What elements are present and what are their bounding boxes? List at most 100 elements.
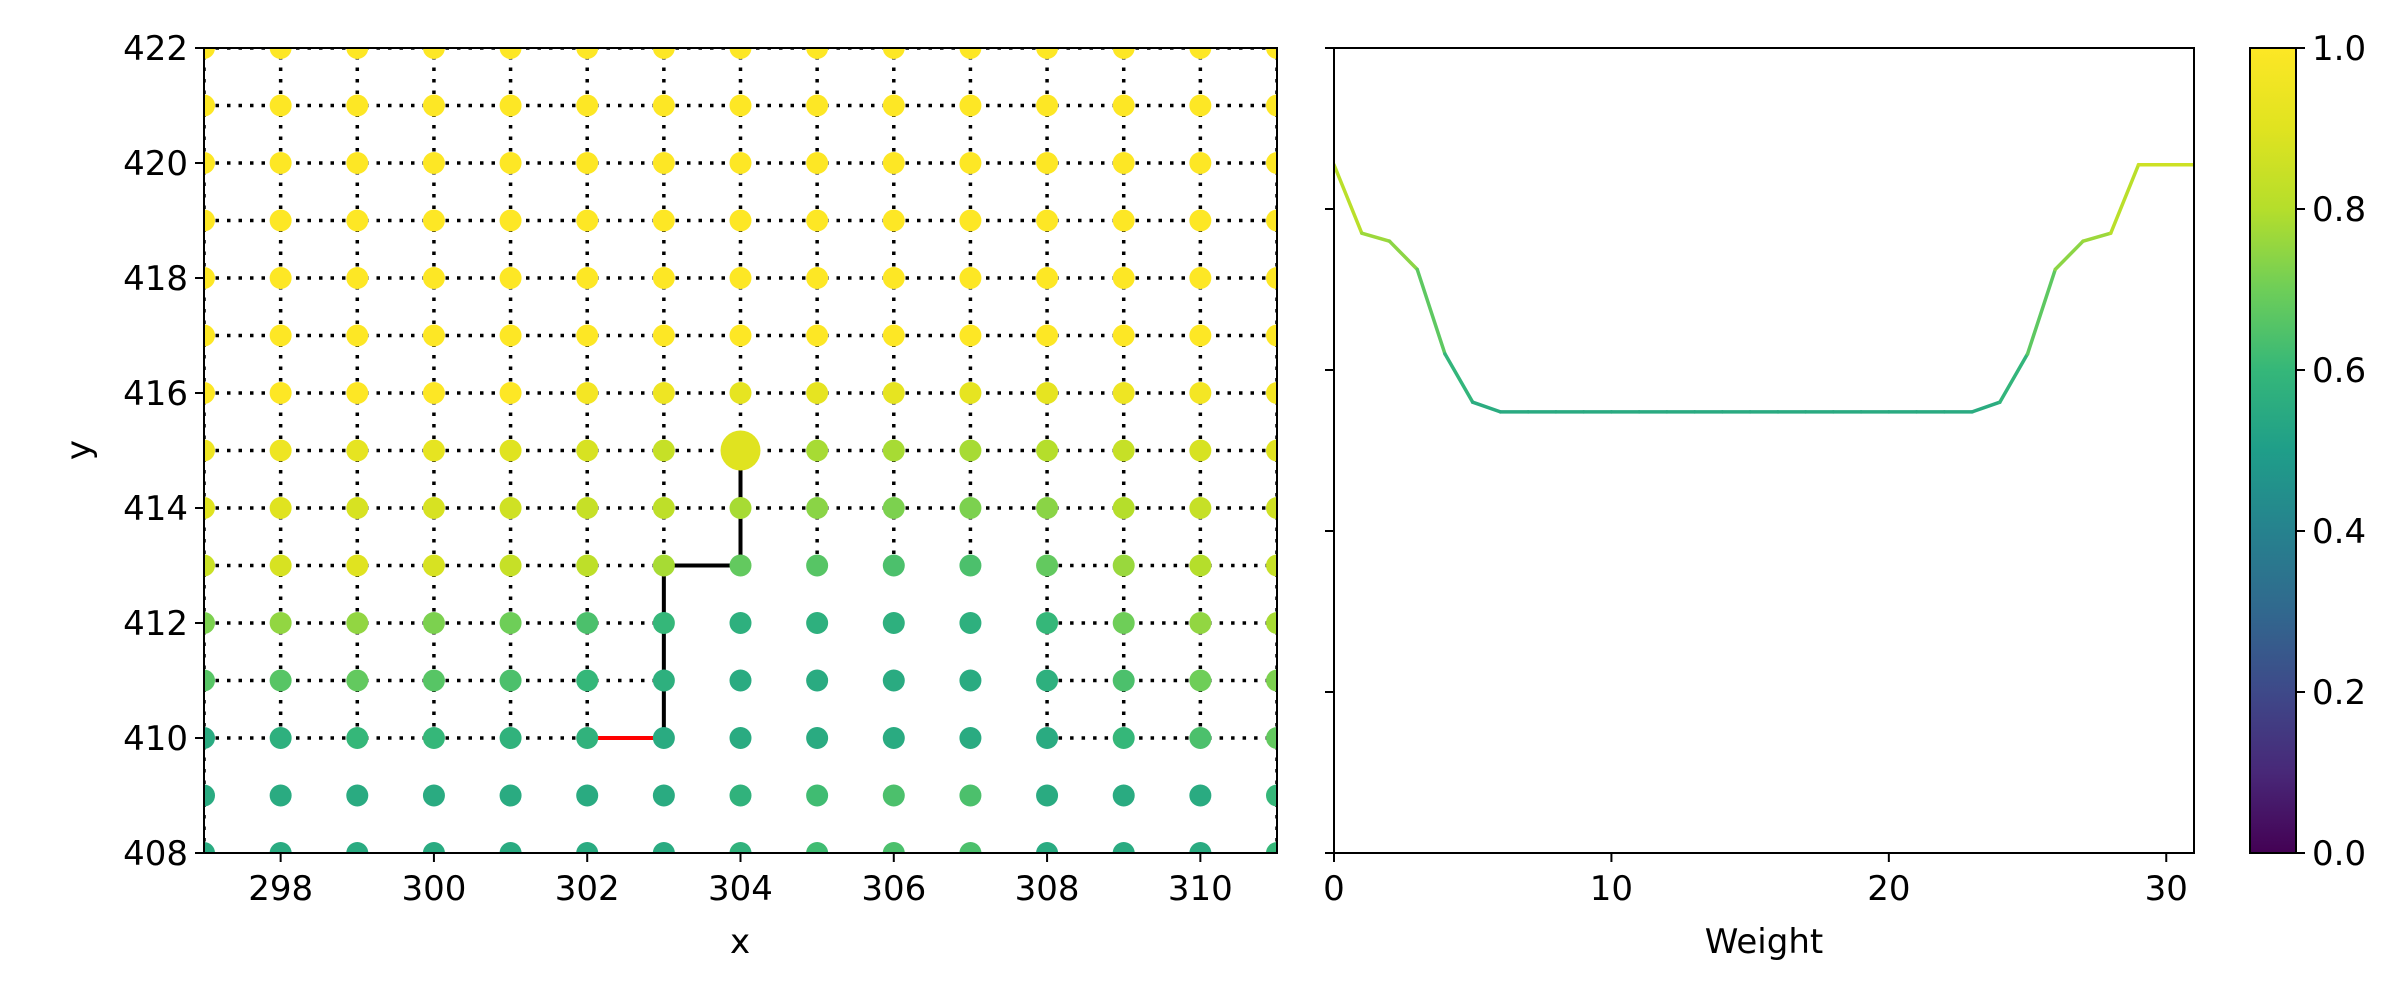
grid-point (806, 94, 829, 117)
grid-point (1112, 497, 1135, 519)
grid-point (1266, 152, 1277, 174)
grid-point (1036, 842, 1059, 853)
grid-point (269, 669, 292, 692)
grid-point (204, 669, 215, 692)
grid-point (422, 612, 445, 634)
grid-point (1112, 209, 1135, 232)
grid-point (204, 324, 215, 347)
grid-point (882, 48, 905, 59)
grid-point (204, 439, 215, 462)
weight-line-segment (1470, 400, 1503, 414)
grid-point (1189, 209, 1212, 232)
grid-point (959, 784, 982, 807)
grid-point (204, 784, 215, 807)
grid-point (652, 842, 675, 853)
grid-point (959, 554, 982, 577)
weight-line-segment (1334, 162, 1364, 235)
grid-point (1189, 612, 1212, 634)
colorbar-gradient (2249, 47, 2297, 854)
grid-point (1036, 152, 1059, 174)
grid-point (729, 48, 752, 59)
grid-point (269, 612, 292, 634)
grid-point (422, 94, 445, 117)
grid-point (422, 48, 445, 59)
grid-point (959, 209, 982, 232)
grid-point (806, 669, 829, 692)
grid-point (959, 497, 982, 519)
grid-point (1189, 152, 1212, 174)
colorbar: 0.0 0.2 0.4 0.6 0.8 1.0 (2249, 29, 2366, 874)
grid-point (1036, 727, 1059, 749)
x-tick-label: 0 (1323, 869, 1345, 909)
grid-point (652, 669, 675, 692)
grid-point (422, 727, 445, 749)
y-tick-label: 418 (123, 259, 188, 299)
grid-point (806, 727, 829, 749)
right-y-ticks (1325, 47, 1334, 854)
grid-point (499, 94, 522, 117)
grid-point (729, 267, 752, 289)
grid-point (652, 554, 675, 577)
grid-point (1036, 267, 1059, 289)
x-tick-label: 310 (1168, 869, 1233, 909)
grid-point (576, 48, 599, 59)
grid-point (882, 209, 905, 232)
grid-point (959, 382, 982, 404)
grid-point (959, 842, 982, 853)
grid-point (1112, 152, 1135, 174)
grid-point (959, 267, 982, 289)
x-tick-label: 302 (555, 869, 620, 909)
grid-point (652, 94, 675, 117)
grid-point (422, 497, 445, 519)
x-tick-label: 306 (861, 869, 926, 909)
grid-point (729, 94, 752, 117)
x-tick-label: 300 (401, 869, 466, 909)
grid-point (652, 382, 675, 404)
grid-point (959, 669, 982, 692)
x-tick-label: 304 (708, 869, 773, 909)
grid-point (576, 209, 599, 232)
grid-point (1112, 669, 1135, 692)
colorbar-tick-label: 0.2 (2312, 673, 2366, 713)
grid-point (1266, 94, 1277, 117)
grid-point (1112, 267, 1135, 289)
grid-point (1112, 94, 1135, 117)
highlight-point (720, 430, 761, 471)
grid-point (729, 554, 752, 577)
left-x-axis-label: x (730, 922, 750, 962)
grid-point (346, 669, 369, 692)
grid-point (499, 152, 522, 174)
left-y-axis-label: y (59, 440, 99, 460)
y-tick-label: 422 (123, 29, 188, 69)
grid-point (806, 842, 829, 853)
weight-line-segment (2109, 162, 2141, 235)
grid-point (576, 784, 599, 807)
grid-point (269, 439, 292, 462)
grid-point (422, 152, 445, 174)
grid-point (499, 554, 522, 577)
grid-point (652, 267, 675, 289)
grid-point (806, 497, 829, 519)
grid-point (1189, 669, 1212, 692)
grid-point (422, 439, 445, 462)
grid-point (1189, 554, 1212, 577)
grid-point (1189, 94, 1212, 117)
grid-point (422, 669, 445, 692)
grid-point (959, 48, 982, 59)
grid-point (269, 784, 292, 807)
colorbar-tick-label: 0.0 (2312, 834, 2366, 874)
y-tick-label: 420 (123, 144, 188, 184)
grid-point (422, 842, 445, 853)
grid-point (806, 267, 829, 289)
weight-line-segment (1359, 231, 1392, 243)
weight-line-segment (2025, 267, 2058, 356)
grid-point (346, 209, 369, 232)
grid-point (729, 497, 752, 519)
grid-point (346, 784, 369, 807)
grid-point (1189, 497, 1212, 519)
grid-point (1266, 784, 1277, 807)
grid-point (806, 554, 829, 577)
grid-point (499, 784, 522, 807)
grid-point (204, 497, 215, 519)
grid-point (1189, 727, 1212, 749)
